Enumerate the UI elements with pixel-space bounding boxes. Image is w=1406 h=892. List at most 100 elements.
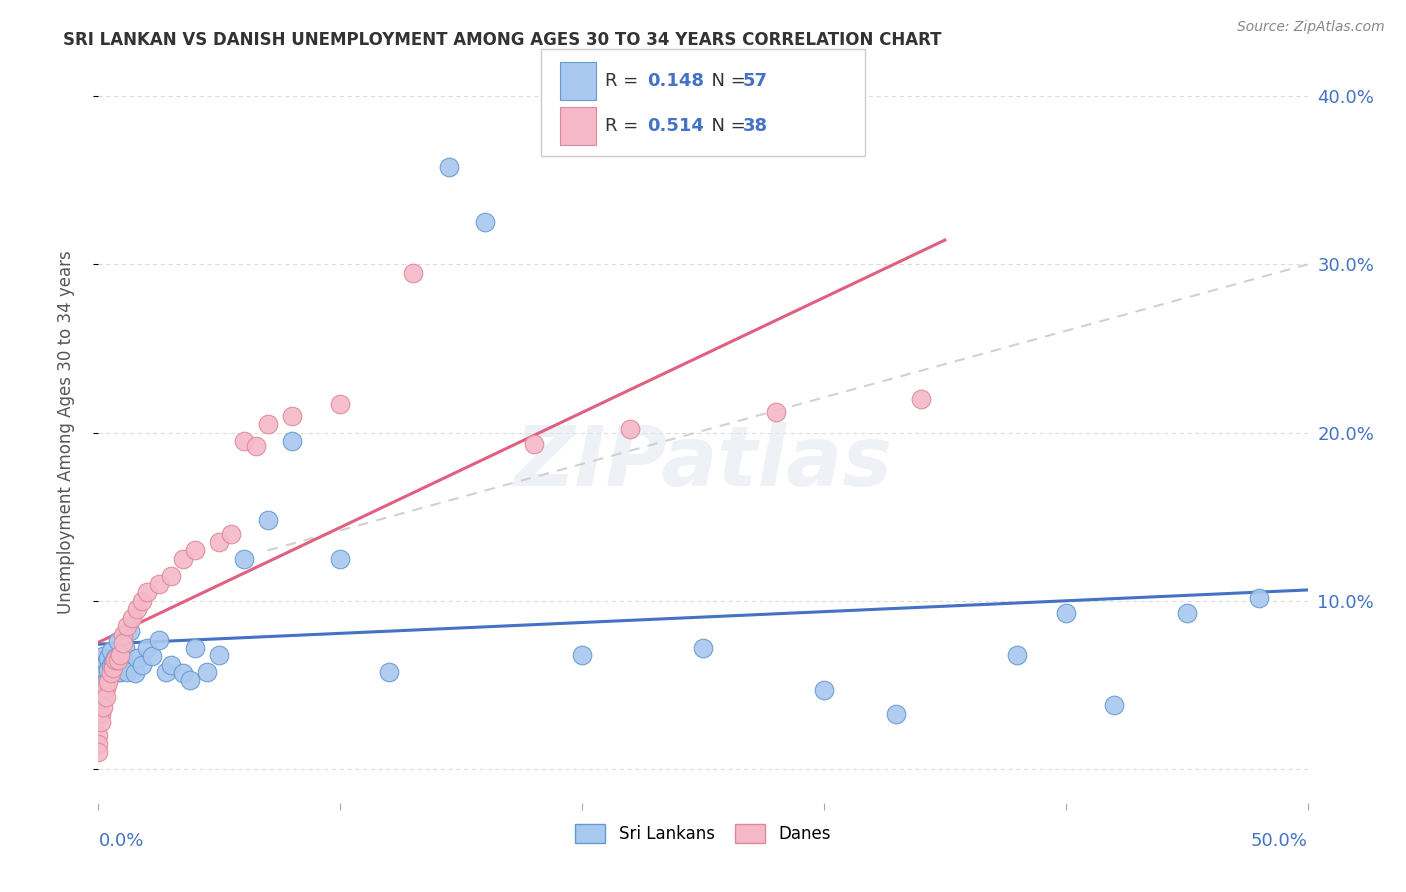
Legend: Sri Lankans, Danes: Sri Lankans, Danes <box>569 817 837 850</box>
Point <box>118 624 141 639</box>
Point <box>619 422 641 436</box>
Point <box>886 706 908 721</box>
Point <box>184 640 207 655</box>
Point <box>104 653 127 667</box>
Text: 0.514: 0.514 <box>647 117 703 135</box>
Point <box>281 409 304 423</box>
Point <box>101 656 124 670</box>
Point <box>131 594 153 608</box>
Text: 0.148: 0.148 <box>647 72 704 90</box>
Point <box>232 551 254 566</box>
Point <box>97 674 120 689</box>
Point <box>910 392 932 406</box>
Point <box>160 657 183 672</box>
Point <box>111 651 134 665</box>
Point <box>208 648 231 662</box>
Point <box>100 644 122 658</box>
Point <box>87 745 110 759</box>
Point <box>111 627 134 641</box>
Point <box>101 665 124 679</box>
Point <box>141 649 163 664</box>
Text: Source: ZipAtlas.com: Source: ZipAtlas.com <box>1237 20 1385 34</box>
Point <box>571 648 593 662</box>
Point <box>117 665 139 679</box>
Text: 38: 38 <box>742 117 768 135</box>
Point <box>111 657 134 672</box>
Text: 50.0%: 50.0% <box>1251 832 1308 850</box>
Point <box>121 610 143 624</box>
Point <box>1175 606 1198 620</box>
Point <box>124 666 146 681</box>
Point <box>100 657 122 672</box>
Point <box>281 434 304 448</box>
Point <box>117 619 139 633</box>
Point <box>91 671 114 685</box>
Point <box>90 665 112 679</box>
Point <box>104 659 127 673</box>
Text: ZIPatlas: ZIPatlas <box>515 422 891 503</box>
Point <box>94 690 117 704</box>
Point <box>256 513 278 527</box>
Point <box>87 729 110 743</box>
Point <box>94 665 117 679</box>
Point <box>813 683 835 698</box>
Point <box>765 405 787 419</box>
Point <box>155 665 177 679</box>
Point <box>97 663 120 677</box>
Point <box>87 737 110 751</box>
Text: 57: 57 <box>742 72 768 90</box>
Point <box>172 551 194 566</box>
Point <box>94 656 117 670</box>
Point <box>256 417 278 432</box>
Point <box>97 651 120 665</box>
Point <box>148 632 170 647</box>
Point <box>87 653 110 667</box>
Point <box>87 661 110 675</box>
Point <box>135 640 157 655</box>
Point <box>160 568 183 582</box>
Point <box>523 437 546 451</box>
Point <box>111 636 134 650</box>
Point <box>104 651 127 665</box>
Point <box>91 661 114 675</box>
Point <box>179 673 201 687</box>
Point <box>101 661 124 675</box>
Point <box>1249 591 1271 605</box>
Point <box>90 657 112 672</box>
Point <box>329 551 352 566</box>
Text: R =: R = <box>605 117 644 135</box>
Point <box>245 439 267 453</box>
Point <box>91 649 114 664</box>
Point <box>208 535 231 549</box>
Point <box>437 160 460 174</box>
Point <box>108 665 131 679</box>
Text: R =: R = <box>605 72 644 90</box>
Point <box>184 543 207 558</box>
Point <box>127 602 149 616</box>
Point <box>107 665 129 679</box>
Text: N =: N = <box>700 117 752 135</box>
Point <box>377 665 399 679</box>
Point <box>221 526 243 541</box>
Point <box>127 651 149 665</box>
Point <box>107 634 129 648</box>
Point <box>87 670 110 684</box>
Point <box>1007 648 1029 662</box>
Point <box>1054 606 1077 620</box>
Point <box>135 585 157 599</box>
Point <box>107 653 129 667</box>
Text: 0.0%: 0.0% <box>98 832 143 850</box>
Point <box>148 577 170 591</box>
Point <box>100 666 122 681</box>
Text: N =: N = <box>700 72 752 90</box>
Point <box>172 666 194 681</box>
Point <box>1102 698 1125 713</box>
Point <box>91 691 114 706</box>
Point <box>108 648 131 662</box>
Point <box>90 714 112 729</box>
Point <box>131 657 153 672</box>
Point <box>94 674 117 689</box>
Text: SRI LANKAN VS DANISH UNEMPLOYMENT AMONG AGES 30 TO 34 YEARS CORRELATION CHART: SRI LANKAN VS DANISH UNEMPLOYMENT AMONG … <box>63 31 942 49</box>
Point <box>232 434 254 448</box>
Point <box>474 215 496 229</box>
